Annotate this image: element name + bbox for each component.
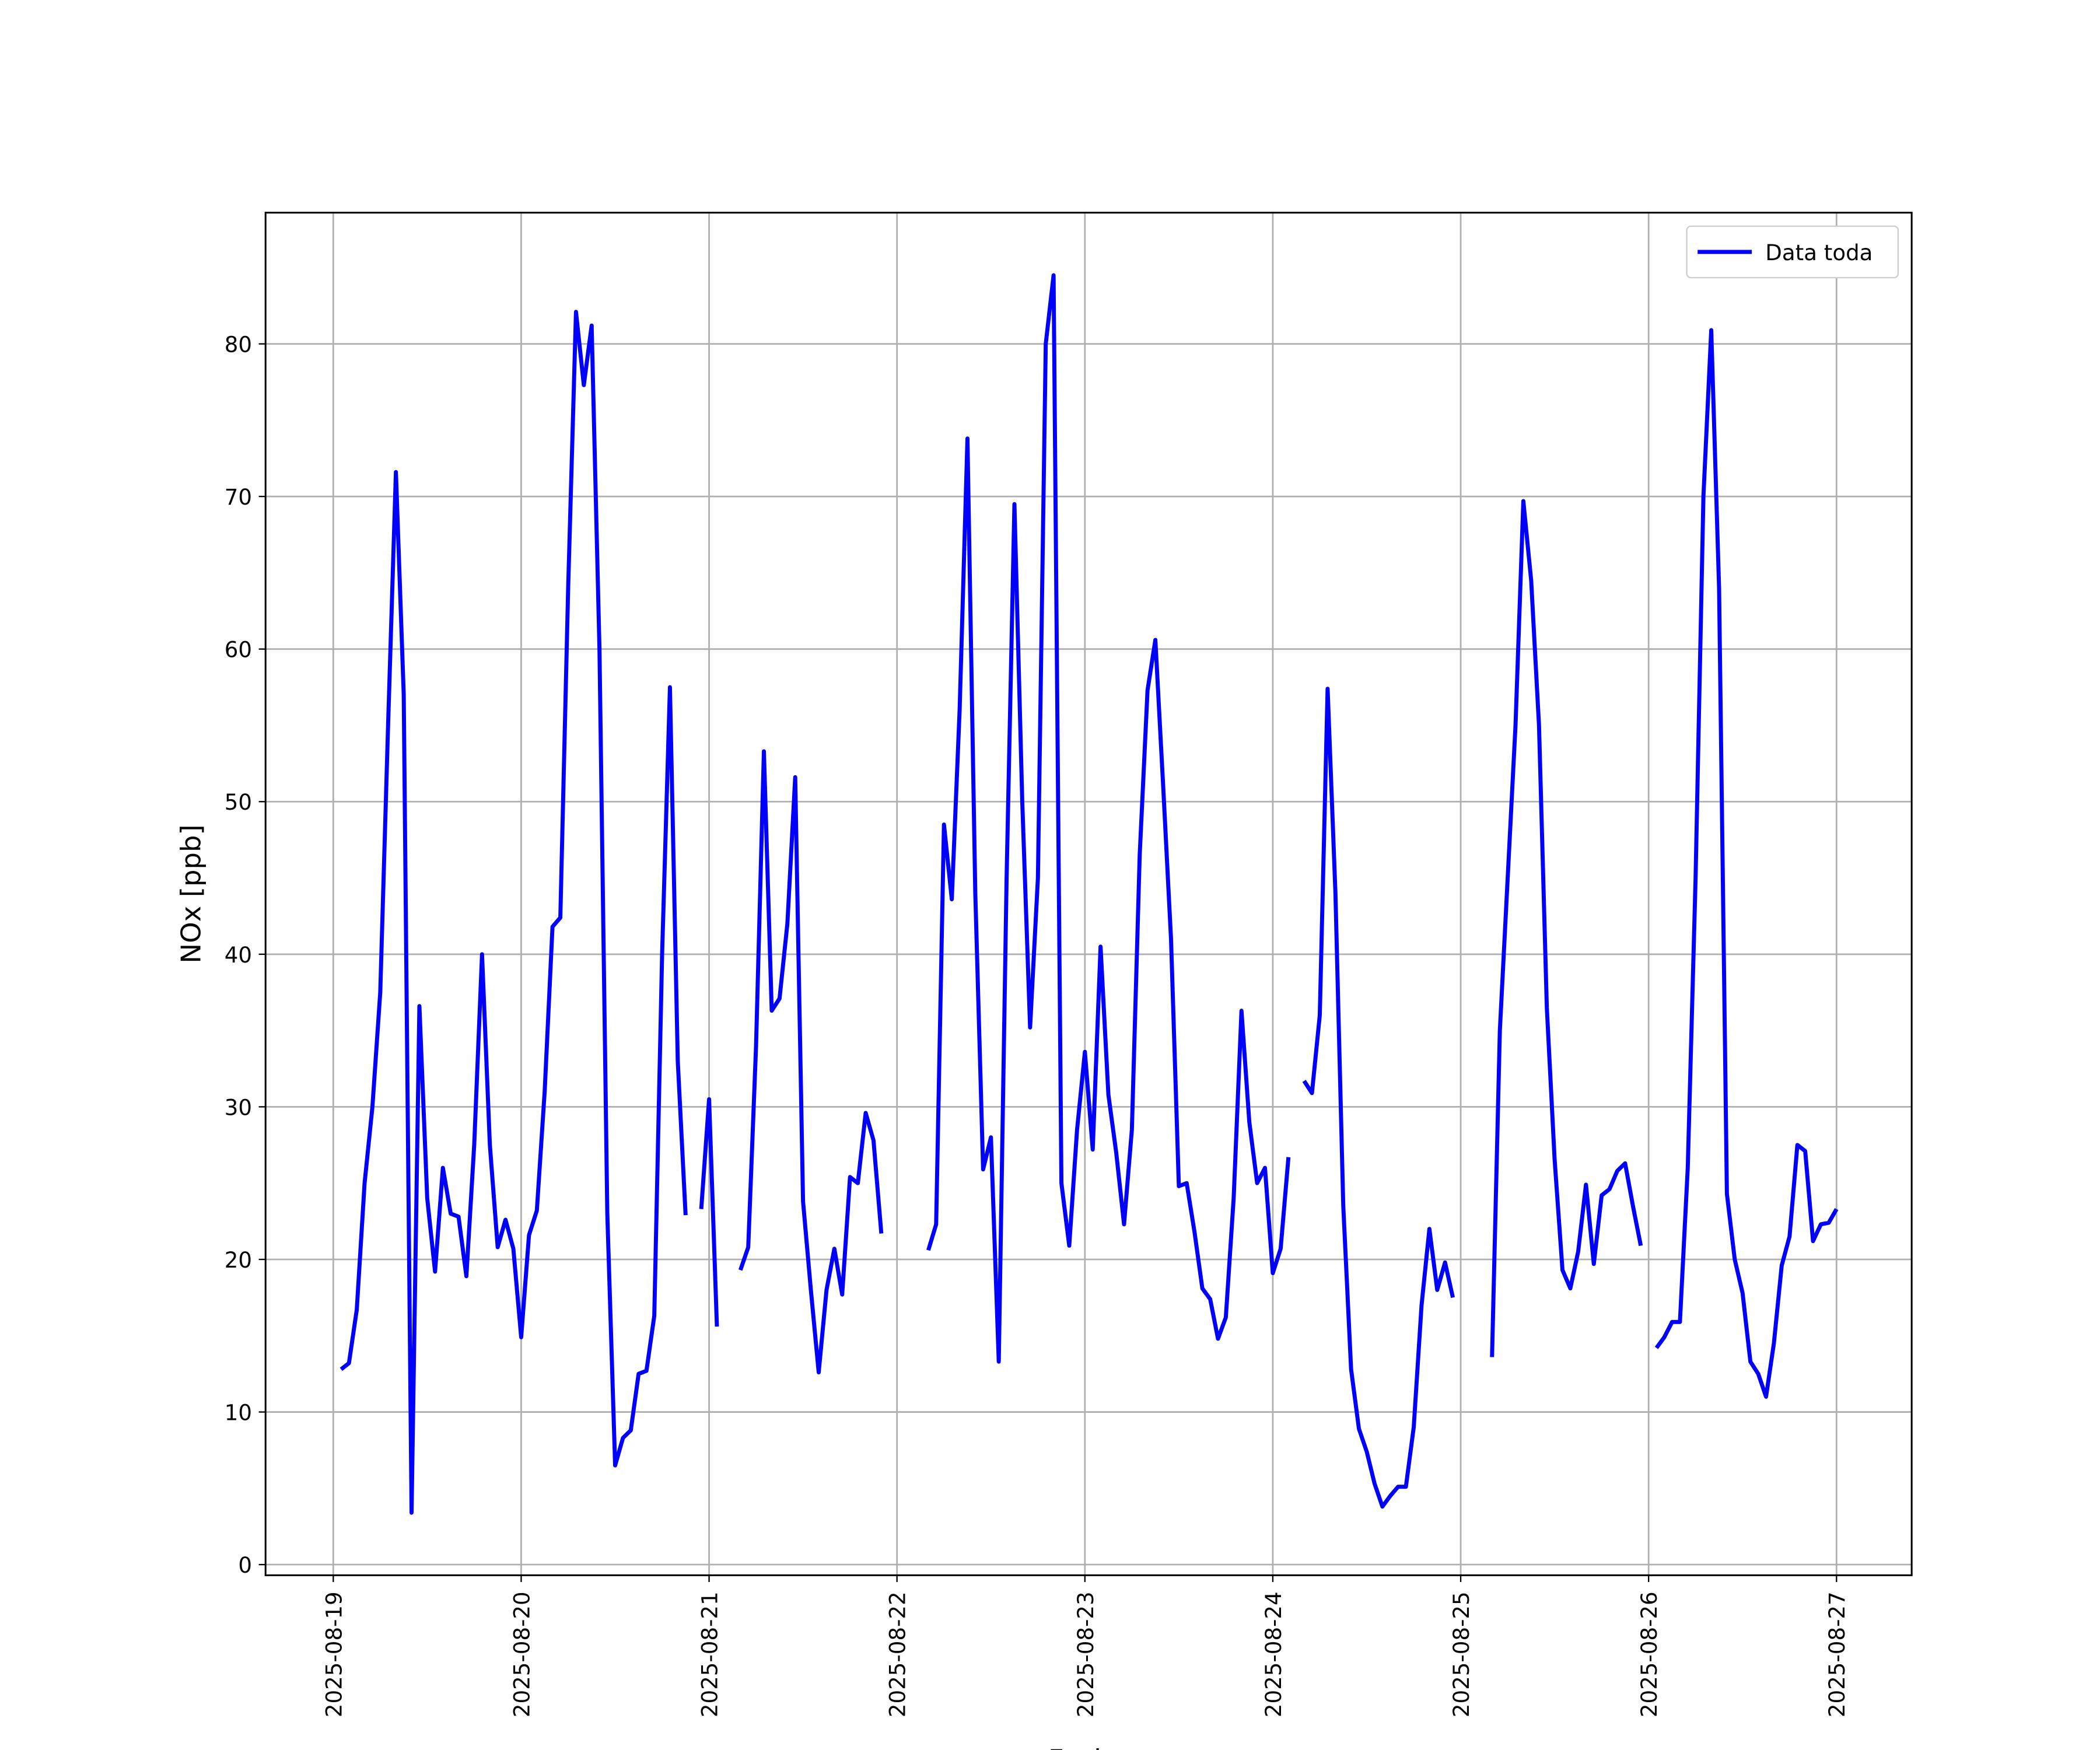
plot-frame [264,212,1913,1576]
x-tick-label: 2025-08-25 [1449,1591,1474,1717]
y-axis-label: NOx [ppb] [176,824,207,963]
x-tick-label: 2025-08-22 [886,1591,911,1717]
y-tick-label: 30 [225,1095,252,1120]
x-tick-label: 2025-08-20 [509,1591,534,1717]
y-tick-label: 70 [225,485,252,510]
y-tick-label: 50 [225,790,252,815]
y-tick-label: 40 [225,943,252,968]
x-axis-label: Fecha [1048,1744,1128,1750]
y-tick-label: 10 [225,1401,252,1426]
y-tick-label: 0 [238,1553,252,1578]
x-tick-label: 2025-08-26 [1637,1591,1662,1717]
x-tick-label: 2025-08-19 [321,1591,346,1717]
x-tick-label: 2025-08-27 [1825,1591,1850,1717]
x-tick-label: 2025-08-24 [1261,1591,1286,1717]
y-tick-label: 60 [225,638,252,663]
data-line [340,273,1839,1515]
x-tick-label: 2025-08-21 [698,1591,723,1717]
y-tick-label: 20 [225,1248,252,1273]
legend-box [1686,225,1899,279]
y-tick-label: 80 [225,332,252,357]
legend-label: Data toda [1765,240,1873,265]
x-tick-label: 2025-08-23 [1073,1591,1098,1717]
